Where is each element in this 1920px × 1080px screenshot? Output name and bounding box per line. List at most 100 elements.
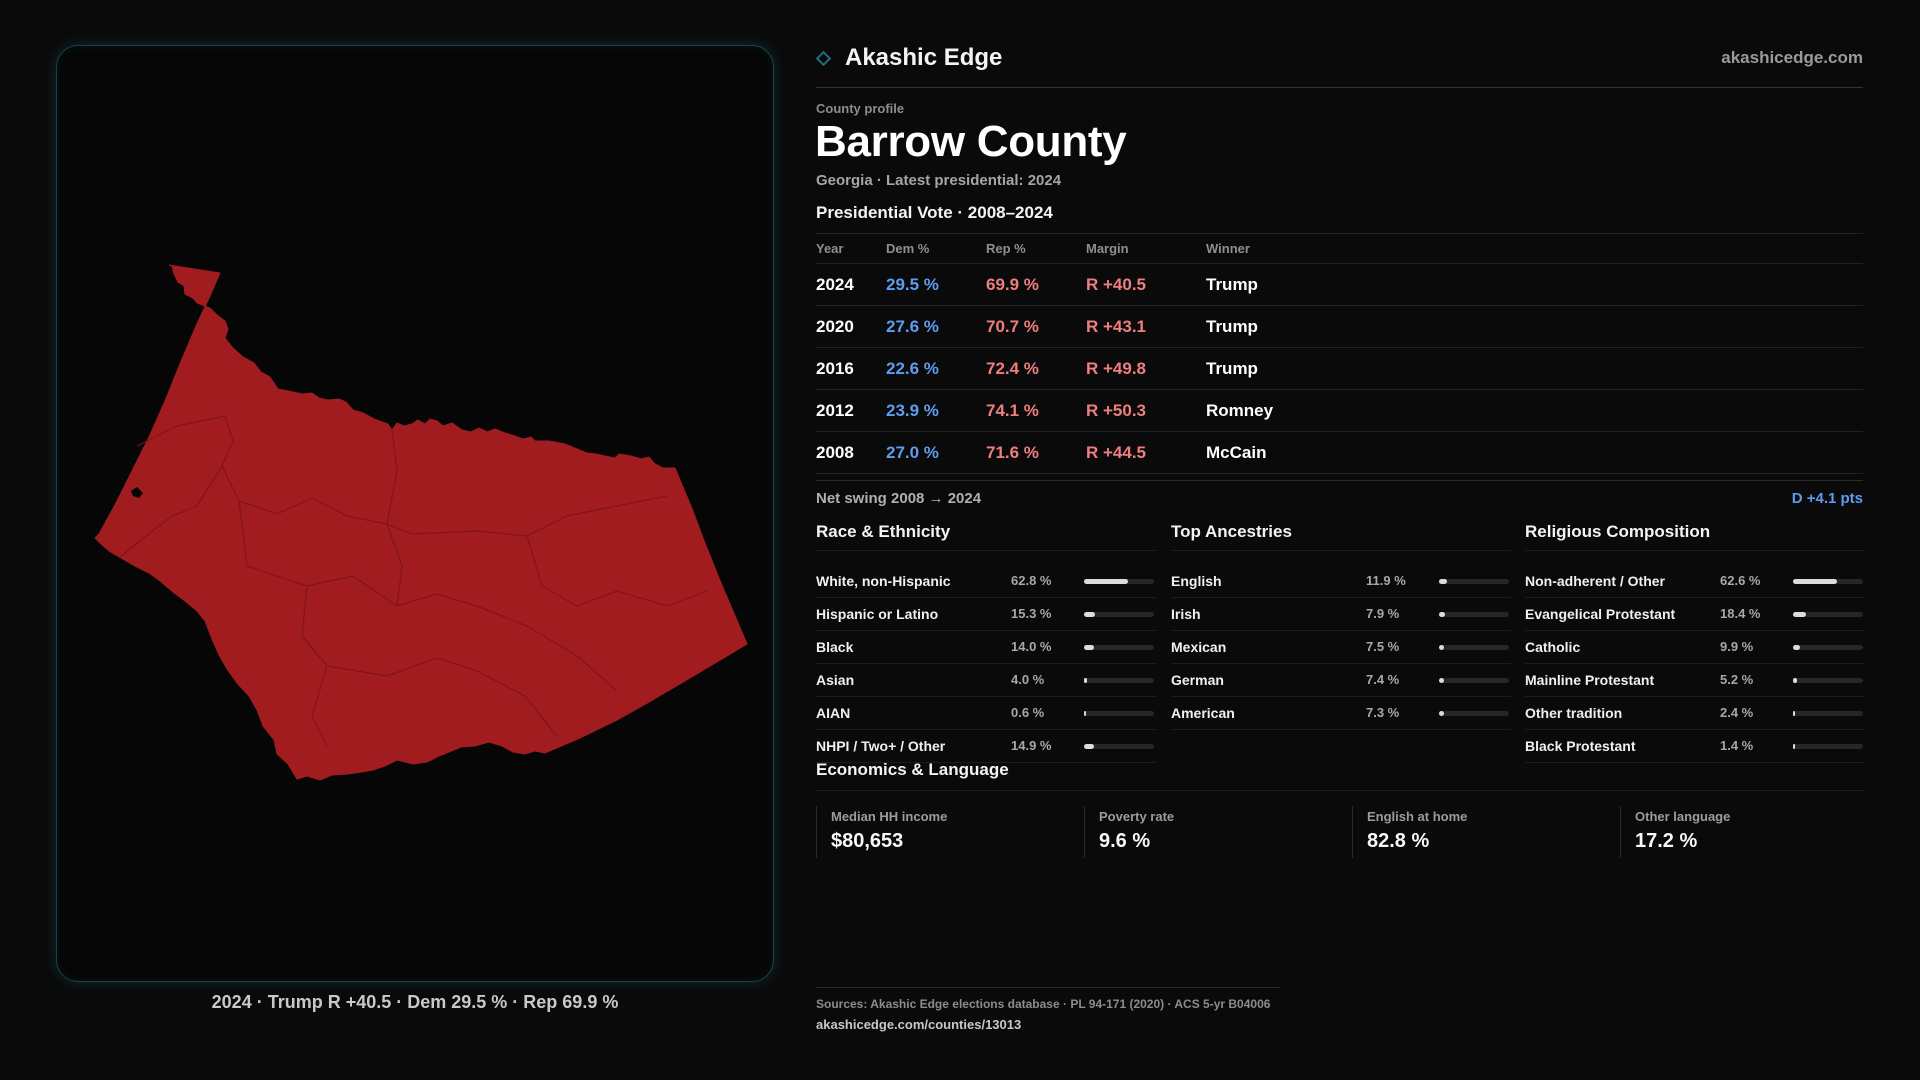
stat-row: Evangelical Protestant 18.4 %	[1525, 598, 1865, 631]
row-winner: Trump	[1206, 359, 1258, 378]
stat-label: Black Protestant	[1525, 738, 1636, 754]
econ-other-language: Other language 17.2 %	[1620, 806, 1875, 858]
stat-bar	[1439, 645, 1509, 650]
profile-kicker: County profile	[816, 101, 905, 116]
econ-value: $80,653	[831, 830, 904, 852]
row-margin: R +40.5	[1086, 275, 1147, 294]
brand-name: Akashic Edge	[845, 44, 1003, 71]
row-margin: R +43.1	[1086, 317, 1147, 336]
stat-label: American	[1171, 705, 1235, 721]
econ-label: Poverty rate	[1099, 809, 1175, 824]
row-rep: 72.4 %	[986, 359, 1039, 378]
row-margin: R +44.5	[1086, 443, 1147, 462]
county-shape[interactable]	[94, 264, 748, 781]
stat-row: AIAN 0.6 %	[816, 697, 1156, 730]
econ-median-income: Median HH income $80,653	[816, 806, 1071, 858]
stat-value: 18.4 %	[1720, 606, 1761, 621]
stat-bar-fill	[1793, 612, 1806, 617]
table-row: 2008 27.0 % 71.6 % R +44.5 McCain	[816, 431, 1863, 474]
stat-label: White, non-Hispanic	[816, 573, 951, 589]
stat-bar-fill	[1439, 645, 1445, 650]
stat-bar	[1793, 612, 1863, 617]
stat-value: 7.9 %	[1366, 606, 1400, 621]
stat-bar	[1084, 711, 1154, 716]
stat-row: Catholic 9.9 %	[1525, 631, 1865, 664]
row-margin: R +50.3	[1086, 401, 1147, 420]
stat-value: 11.9 %	[1366, 573, 1406, 588]
site-link[interactable]: akashicedge.com	[1721, 48, 1863, 67]
row-winner: Trump	[1206, 317, 1258, 336]
stat-row: NHPI / Two+ / Other 14.9 %	[816, 730, 1156, 763]
row-rep: 74.1 %	[986, 401, 1039, 420]
county-map[interactable]	[57, 46, 775, 983]
stat-label: AIAN	[816, 705, 851, 721]
stat-bar-fill	[1439, 612, 1445, 617]
race-ethnicity-section: Race & Ethnicity White, non-Hispanic 62.8…	[816, 522, 1156, 763]
row-margin: R +49.8	[1086, 359, 1147, 378]
stat-bar-fill	[1084, 678, 1087, 683]
stat-bar-fill	[1084, 579, 1128, 584]
table-row: 2024 29.5 % 69.9 % R +40.5 Trump	[816, 263, 1863, 305]
stat-value: 7.3 %	[1366, 705, 1400, 720]
stat-value: 1.4 %	[1720, 738, 1754, 753]
table-row: 2020 27.6 % 70.7 % R +43.1 Trump	[816, 305, 1863, 347]
row-dem: 27.0 %	[886, 443, 939, 462]
header-dem: Dem %	[886, 241, 930, 256]
stat-value: 0.6 %	[1011, 705, 1045, 720]
econ-poverty-rate: Poverty rate 9.6 %	[1084, 806, 1339, 858]
map-caption: 2024 · Trump R +40.5 · Dem 29.5 % · Rep …	[211, 992, 619, 1012]
stat-bar	[1793, 744, 1863, 749]
stat-bar	[1439, 711, 1509, 716]
stat-bar-fill	[1793, 678, 1797, 683]
row-winner: Trump	[1206, 275, 1258, 294]
county-map-panel	[56, 45, 774, 982]
sources-text: Sources: Akashic Edge elections database…	[816, 997, 1271, 1011]
stat-value: 15.3 %	[1011, 606, 1052, 621]
source-url-link[interactable]: akashicedge.com/counties/13013	[816, 1017, 1022, 1032]
stat-label: Other tradition	[1525, 705, 1623, 721]
stat-value: 14.0 %	[1011, 639, 1052, 654]
section-title: Religious Composition	[1525, 522, 1865, 551]
table-header-row: Year Dem % Rep % Margin Winner	[816, 233, 1863, 263]
stat-row: White, non-Hispanic 62.8 %	[816, 565, 1156, 598]
section-title: Race & Ethnicity	[816, 522, 1156, 551]
econ-label: Median HH income	[831, 809, 948, 824]
row-dem: 22.6 %	[886, 359, 939, 378]
stat-label: NHPI / Two+ / Other	[816, 738, 946, 754]
stat-value: 7.5 %	[1366, 639, 1400, 654]
stat-bar	[1793, 579, 1863, 584]
stat-row: Black Protestant 1.4 %	[1525, 730, 1865, 763]
stat-row: Mainline Protestant 5.2 %	[1525, 664, 1865, 697]
stat-bar	[1439, 579, 1509, 584]
stat-bar-fill	[1439, 678, 1445, 683]
stat-bar	[1439, 612, 1509, 617]
econ-label: English at home	[1367, 809, 1468, 824]
row-winner: Romney	[1206, 401, 1274, 420]
stat-bar-fill	[1439, 579, 1448, 584]
econ-label: Other language	[1635, 809, 1731, 824]
stat-row: Black 14.0 %	[816, 631, 1156, 664]
stat-bar	[1084, 744, 1154, 749]
stat-bar-fill	[1084, 645, 1094, 650]
stat-row: Irish 7.9 %	[1171, 598, 1511, 631]
net-swing-value: D +4.1 pts	[1791, 490, 1863, 507]
row-year: 2024	[816, 275, 854, 294]
section-title: Top Ancestries	[1171, 522, 1511, 551]
stat-bar	[1793, 645, 1863, 650]
stat-bar-fill	[1793, 579, 1837, 584]
stat-bar	[1793, 678, 1863, 683]
stat-bar-fill	[1439, 711, 1445, 716]
ancestry-section: Top Ancestries English 11.9 % Irish 7.9 % Me…	[1171, 522, 1511, 730]
stat-label: Evangelical Protestant	[1525, 606, 1676, 622]
brand[interactable]: Akashic Edge	[815, 44, 1003, 72]
stat-label: Irish	[1171, 606, 1201, 622]
stat-label: Catholic	[1525, 639, 1581, 655]
row-year: 2020	[816, 317, 854, 336]
sources-divider	[816, 987, 1280, 988]
stat-bar	[1084, 678, 1154, 683]
stat-label: German	[1171, 672, 1224, 688]
stat-row: Other tradition 2.4 %	[1525, 697, 1865, 730]
row-year: 2012	[816, 401, 854, 420]
stat-row: English 11.9 %	[1171, 565, 1511, 598]
header-divider	[816, 87, 1863, 88]
